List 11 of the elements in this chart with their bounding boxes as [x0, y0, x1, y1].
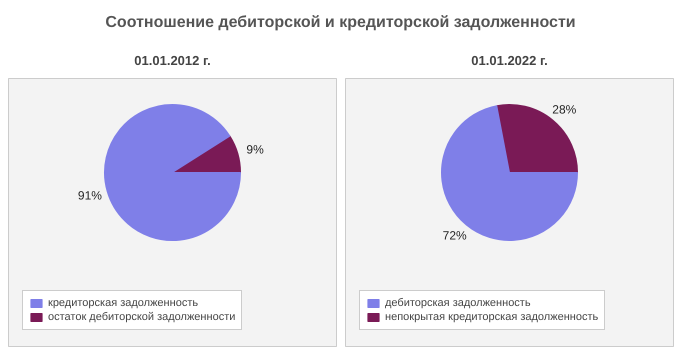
- legend-label: остаток дебиторской задолженности: [48, 311, 236, 323]
- chart-subtitle: 01.01.2012 г.: [134, 53, 211, 68]
- legend-label: непокрытая кредиторская задолженность: [385, 311, 598, 323]
- data-label: 9%: [246, 142, 264, 157]
- data-label: 28%: [552, 102, 577, 116]
- text: Соотношение дебиторской и кредиторской задолженности: [105, 14, 576, 31]
- legend-label: дебиторская задолженность: [385, 297, 531, 309]
- legend-label: кредиторская задолженность: [48, 297, 198, 309]
- data-label: 72%: [442, 228, 468, 243]
- data-label: 91%: [78, 188, 102, 202]
- chart-subtitle: 01.01.2022 г.: [471, 53, 548, 68]
